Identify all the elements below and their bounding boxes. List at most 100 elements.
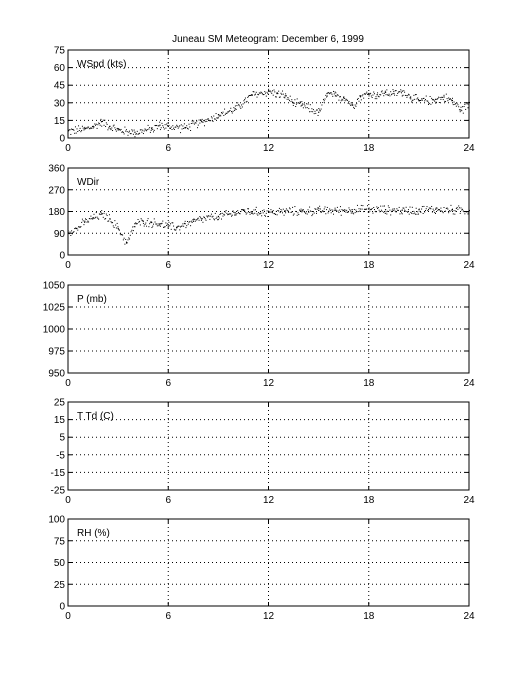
data-point: [350, 104, 352, 106]
data-point: [340, 100, 342, 102]
data-point: [229, 109, 231, 111]
data-point: [352, 212, 354, 214]
data-point: [451, 99, 453, 102]
data-point: [132, 230, 134, 232]
data-point: [242, 209, 245, 211]
data-point: [151, 227, 153, 229]
data-point: [323, 100, 325, 102]
data-point: [75, 132, 77, 134]
data-point: [193, 218, 195, 220]
data-point: [211, 117, 213, 119]
data-point: [212, 120, 214, 122]
data-point: [399, 213, 401, 215]
data-point: [119, 129, 121, 131]
data-point: [98, 123, 100, 125]
data-point: [446, 207, 448, 209]
data-point: [132, 226, 134, 228]
data-point: [139, 220, 141, 222]
data-point: [84, 220, 86, 222]
data-point: [438, 208, 440, 210]
data-point: [199, 122, 201, 124]
data-point: [319, 208, 321, 210]
data-point: [309, 210, 311, 212]
data-point: [397, 91, 399, 93]
data-point: [385, 94, 387, 96]
x-tick-label: 18: [363, 611, 375, 622]
data-point: [457, 104, 459, 106]
data-point: [337, 210, 339, 212]
data-point: [96, 216, 98, 218]
data-point: [148, 128, 150, 130]
data-point: [271, 90, 273, 92]
data-point: [221, 212, 223, 214]
data-point: [394, 210, 396, 212]
data-point: [309, 111, 311, 113]
data-point: [234, 212, 236, 214]
data-point: [180, 225, 182, 227]
data-point: [165, 222, 167, 224]
data-point: [355, 105, 357, 107]
data-point: [127, 239, 129, 241]
data-point: [313, 113, 315, 115]
data-point: [376, 98, 378, 100]
data-point: [162, 220, 164, 222]
data-point: [361, 95, 363, 97]
y-tick-label: 75: [54, 536, 66, 547]
data-point: [281, 93, 283, 95]
data-point: [241, 106, 243, 108]
data-point: [309, 206, 311, 208]
data-point: [207, 216, 209, 218]
data-point: [346, 211, 348, 213]
data-point: [155, 125, 157, 127]
data-point: [371, 97, 373, 99]
data-point: [318, 108, 320, 110]
data-point: [140, 129, 142, 131]
data-point: [436, 207, 438, 209]
data-point: [197, 217, 199, 219]
data-point: [411, 100, 413, 102]
data-point: [84, 128, 86, 130]
data-point: [411, 101, 413, 103]
data-point: [230, 213, 232, 215]
data-point: [194, 220, 196, 222]
data-point: [318, 111, 320, 113]
data-point: [461, 110, 463, 112]
x-tick-label: 0: [65, 378, 71, 389]
data-point: [428, 102, 430, 104]
data-point: [123, 237, 125, 239]
data-point: [329, 208, 331, 210]
data-point: [74, 132, 76, 134]
y-axis-label: WDir: [77, 177, 100, 188]
data-point: [159, 223, 161, 225]
data-point: [302, 209, 304, 211]
data-point: [336, 210, 338, 212]
y-tick-label: 360: [48, 164, 65, 175]
data-point: [231, 214, 233, 216]
data-point: [108, 127, 110, 129]
data-point: [344, 209, 346, 211]
data-point: [167, 125, 169, 127]
data-point: [112, 225, 114, 227]
data-point: [320, 108, 322, 110]
data-point: [271, 212, 273, 214]
data-point: [210, 116, 212, 118]
data-point: [420, 99, 422, 101]
data-point: [387, 94, 389, 96]
data-point: [116, 127, 118, 129]
data-point: [129, 130, 131, 132]
y-tick-label: -5: [56, 450, 65, 461]
data-point: [305, 211, 307, 213]
data-point: [466, 103, 468, 105]
data-point: [319, 109, 321, 111]
data-point: [374, 210, 376, 212]
data-point: [300, 208, 302, 210]
data-point: [423, 97, 425, 99]
data-point: [173, 228, 175, 230]
data-point: [84, 126, 86, 128]
data-point: [101, 213, 103, 215]
data-point: [235, 214, 237, 216]
data-point: [368, 92, 370, 95]
data-point: [112, 222, 114, 224]
data-point: [155, 223, 157, 225]
data-point: [393, 92, 395, 95]
